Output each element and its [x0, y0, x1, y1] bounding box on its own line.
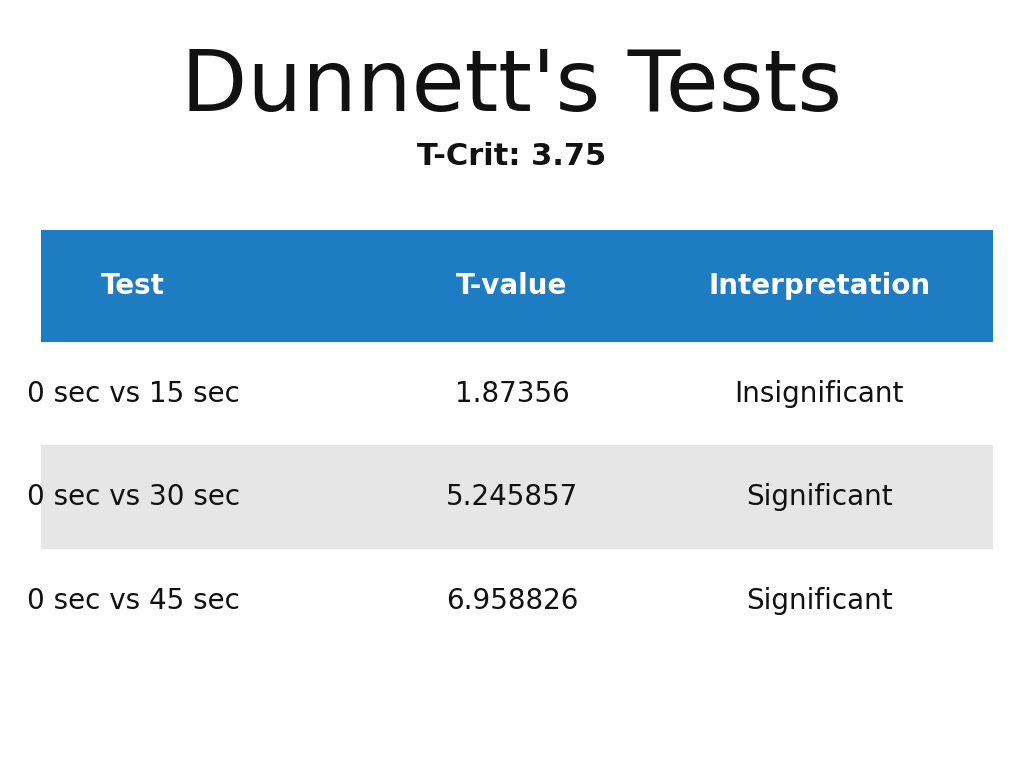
Text: 6.958826: 6.958826 — [445, 587, 579, 615]
Text: Test: Test — [101, 272, 165, 300]
Text: Dunnett's Tests: Dunnett's Tests — [181, 46, 843, 129]
FancyBboxPatch shape — [41, 445, 993, 549]
Text: Insignificant: Insignificant — [734, 379, 904, 408]
Text: Significant: Significant — [745, 587, 893, 615]
Text: Significant: Significant — [745, 483, 893, 511]
Text: 0 sec vs 30 sec: 0 sec vs 30 sec — [27, 483, 240, 511]
FancyBboxPatch shape — [41, 549, 993, 653]
FancyBboxPatch shape — [41, 342, 993, 445]
Text: Interpretation: Interpretation — [709, 272, 930, 300]
FancyBboxPatch shape — [41, 230, 993, 342]
Text: 1.87356: 1.87356 — [455, 379, 569, 408]
Text: 0 sec vs 45 sec: 0 sec vs 45 sec — [27, 587, 240, 615]
Text: T-Crit: 3.75: T-Crit: 3.75 — [418, 142, 606, 171]
Text: 0 sec vs 15 sec: 0 sec vs 15 sec — [27, 379, 240, 408]
Text: T-value: T-value — [457, 272, 567, 300]
Text: 5.245857: 5.245857 — [445, 483, 579, 511]
